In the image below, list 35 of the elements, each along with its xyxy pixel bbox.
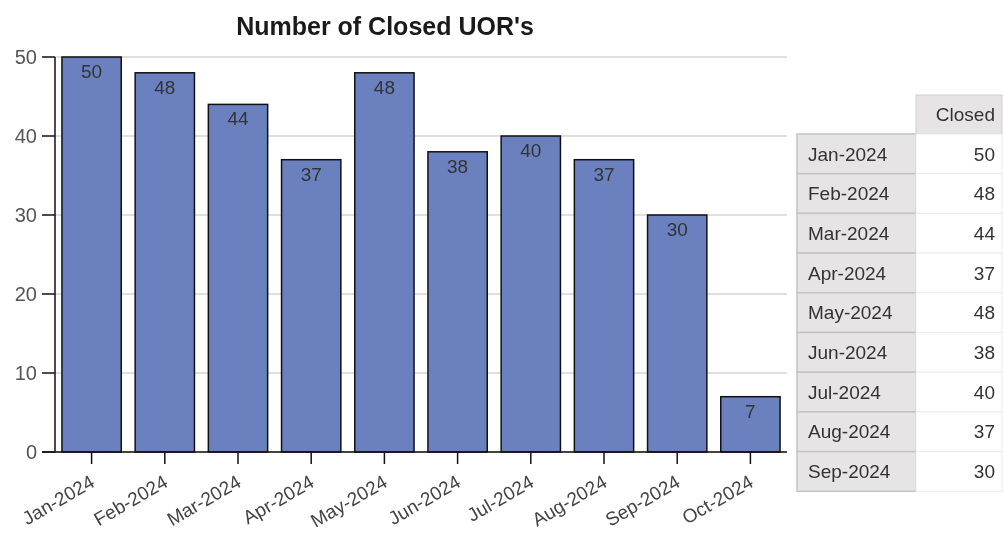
data-label: 48 bbox=[973, 302, 995, 324]
category-label: May-2024 bbox=[808, 302, 893, 324]
category-label: Aug-2024 bbox=[808, 421, 891, 443]
data-label: 38 bbox=[973, 342, 995, 363]
data-label: 7 bbox=[745, 400, 756, 422]
data-label: 30 bbox=[666, 219, 688, 240]
data-label: 48 bbox=[973, 183, 995, 205]
data-label: 40 bbox=[520, 140, 542, 161]
data-label: 37 bbox=[973, 262, 995, 284]
chart-title: Number of Closed UOR's bbox=[236, 12, 534, 40]
category-label: Jul-2024 bbox=[808, 381, 882, 403]
category-label: Feb-2024 bbox=[808, 183, 890, 205]
data-label: 50 bbox=[81, 61, 103, 82]
category-label: Apr-2024 bbox=[808, 262, 887, 284]
y-tick-label: 40 bbox=[14, 125, 37, 147]
data-label: 44 bbox=[227, 108, 249, 130]
category-label: Jan-2024 bbox=[808, 143, 888, 165]
data-label: 44 bbox=[973, 222, 996, 244]
data-label: 48 bbox=[154, 76, 176, 98]
y-tick-label: 50 bbox=[14, 46, 37, 68]
y-tick-label: 10 bbox=[14, 362, 37, 384]
data-label: 50 bbox=[973, 143, 995, 165]
data-label: 48 bbox=[373, 76, 395, 98]
series-label: Closed bbox=[935, 104, 995, 126]
data-label: 37 bbox=[973, 421, 995, 443]
data-label: 40 bbox=[973, 381, 995, 403]
category-label: Jun-2024 bbox=[808, 342, 888, 363]
data-label: 37 bbox=[300, 163, 322, 185]
data-label: 38 bbox=[447, 155, 469, 177]
y-tick-label: 30 bbox=[14, 204, 37, 226]
category-label: Mar-2024 bbox=[808, 222, 890, 244]
data-label: 30 bbox=[973, 461, 995, 483]
y-tick-label: 0 bbox=[25, 441, 37, 463]
data-label: 37 bbox=[593, 163, 615, 185]
y-tick-label: 20 bbox=[14, 283, 37, 305]
